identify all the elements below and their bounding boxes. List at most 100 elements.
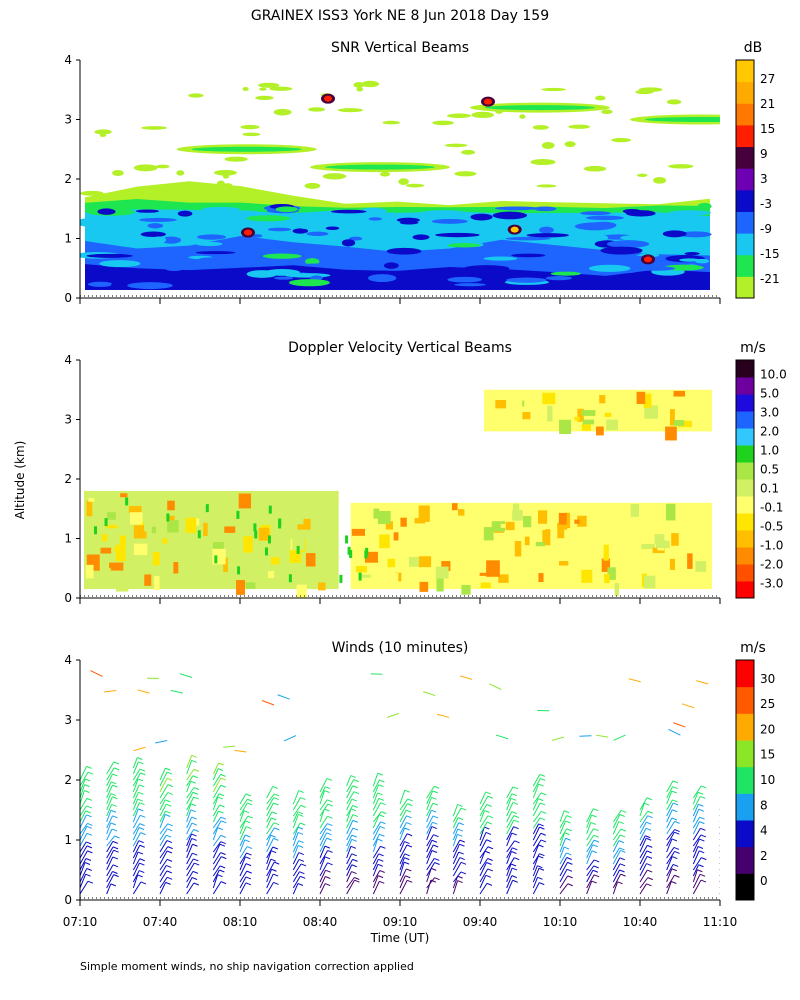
snr-speckle	[246, 270, 278, 278]
wind-barb	[239, 876, 247, 889]
snr-upper-speckle	[541, 142, 555, 149]
wind-barb	[80, 790, 85, 805]
wind-barb-flag	[193, 796, 199, 800]
wind-barb-flag	[726, 832, 731, 834]
wind-barb-flag	[166, 771, 173, 775]
wind-barb-upper	[459, 675, 473, 680]
snr-upper-speckle	[530, 159, 556, 166]
wind-barb	[266, 793, 275, 805]
wind-barb	[399, 803, 408, 817]
wind-barb	[532, 783, 540, 799]
snr-speckle	[195, 251, 236, 255]
velocity-patch	[106, 512, 116, 520]
y-tick-label: 1	[64, 532, 72, 546]
colorbar-swatch	[736, 873, 754, 901]
wind-barb-flag	[487, 815, 494, 819]
wind-barb	[346, 785, 354, 799]
snr-upper-speckle	[224, 156, 248, 162]
wind-barb-upper	[696, 680, 709, 685]
snr-upper-speckle	[568, 124, 591, 129]
velocity-patch	[355, 565, 367, 573]
wind-barb	[506, 802, 514, 817]
wind-barb-flag	[379, 779, 385, 783]
wind-barb-flag	[484, 826, 490, 830]
wind-barb-flag	[299, 871, 305, 875]
wind-barb-flag	[84, 790, 90, 793]
velocity-patch	[603, 544, 609, 561]
snr-speckle	[246, 215, 291, 222]
wind-barb-flag	[647, 877, 653, 881]
wind-barb-flag	[457, 803, 463, 807]
velocity-patch	[584, 515, 599, 527]
wind-barb	[132, 815, 141, 829]
wind-barb	[292, 876, 301, 889]
wind-barb-flag	[324, 845, 331, 849]
colorbar-tick-label: -3.0	[760, 577, 783, 591]
wind-barb	[639, 877, 649, 889]
wind-barb	[266, 835, 272, 847]
wind-barb	[372, 779, 380, 793]
wind-barb	[666, 809, 673, 823]
snr-speckle	[197, 257, 221, 264]
snr-speckle	[625, 210, 656, 217]
wind-barb	[319, 803, 329, 817]
wind-barb	[292, 805, 302, 817]
wind-barb	[186, 871, 194, 883]
wind-barb-flag	[620, 809, 627, 813]
wind-barb-flag	[538, 798, 544, 802]
y-tick-label: 4	[64, 353, 72, 367]
panel-title: SNR Vertical Beams	[331, 40, 469, 56]
velocity-patch	[359, 574, 371, 578]
velocity-patch	[90, 536, 101, 544]
snr-upper-speckle	[141, 126, 168, 130]
wind-barb-flag	[699, 821, 705, 825]
wind-barb-flag	[377, 772, 383, 776]
wind-barb-flag	[353, 791, 360, 795]
snr-upper-speckle	[133, 164, 158, 172]
wind-barb	[212, 793, 220, 805]
x-tick-label: 10:40	[623, 915, 658, 929]
wind-barb	[586, 839, 595, 853]
velocity-patch	[237, 566, 241, 575]
wind-barb	[666, 780, 674, 793]
wind-barb-flag	[327, 799, 333, 803]
wind-barb	[80, 862, 86, 877]
wind-barb	[506, 832, 513, 847]
wind-barb-flag	[485, 874, 492, 878]
wind-barb-flag	[351, 838, 357, 842]
wind-barb	[452, 857, 461, 871]
wind-barb-flag	[726, 864, 731, 866]
wind-barb	[399, 880, 408, 895]
wind-barb	[346, 814, 354, 829]
wind-barb-flag	[137, 874, 143, 878]
wind-barb	[612, 863, 621, 877]
wind-barb-flag	[619, 834, 626, 838]
wind-barb-flag	[351, 834, 358, 838]
colorbar-tick-label: 10	[760, 773, 775, 787]
wind-barb-flag	[727, 828, 732, 830]
wind-barb	[532, 798, 539, 811]
colorbar-tick-label: 0.1	[760, 482, 779, 496]
wind-barb-flag	[699, 816, 705, 820]
snr-speckle	[412, 234, 430, 240]
wind-barb-flag	[644, 802, 650, 806]
wind-barb	[666, 790, 673, 805]
snr-speckle	[401, 279, 431, 285]
wind-barb	[186, 769, 195, 781]
wind-barb-flag	[274, 861, 280, 865]
velocity-patch	[411, 521, 426, 529]
wind-barb-flag	[351, 853, 357, 857]
wind-barb	[186, 852, 193, 865]
wind-barb-flag	[165, 799, 171, 803]
snr-speckle	[197, 234, 227, 240]
velocity-patch	[88, 498, 95, 502]
wind-barb-flag	[272, 785, 278, 789]
velocity-patch	[604, 412, 612, 417]
wind-barb-flag	[671, 790, 677, 794]
wind-barb	[212, 816, 222, 829]
wind-barb	[132, 862, 140, 877]
colorbar-swatch	[736, 713, 754, 741]
wind-barb	[426, 821, 433, 835]
wind-barb	[639, 815, 649, 829]
wind-barb-flag	[673, 846, 680, 850]
